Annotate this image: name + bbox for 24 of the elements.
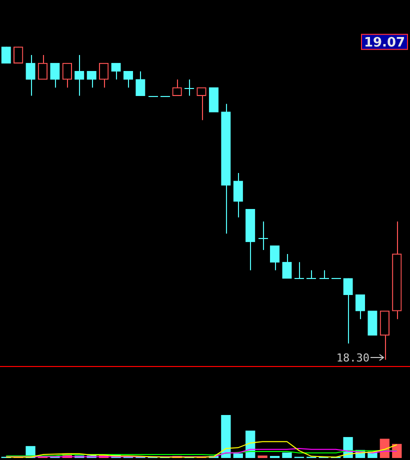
annotation: 19.07 [364,35,406,50]
candlestick [294,262,304,279]
candlestick [184,78,194,96]
candlestick [98,62,109,88]
candlestick [282,254,292,279]
candlestick [26,54,36,96]
candlestick [136,70,146,96]
candlestick [355,294,366,320]
candlestick [62,62,72,88]
candlestick [74,54,84,96]
candlestick [13,46,24,64]
candlestick [258,220,268,250]
annotation: 18.30 [336,351,370,364]
candlestick [38,54,48,80]
bar [221,415,231,458]
candlestick [50,62,60,88]
candlestick [233,172,243,218]
candlestick [319,270,330,279]
bar [282,452,292,458]
candlestick [270,245,280,271]
candlestick [306,270,316,279]
candlestick [1,46,11,64]
bar [233,453,243,458]
candlestick [343,278,353,344]
